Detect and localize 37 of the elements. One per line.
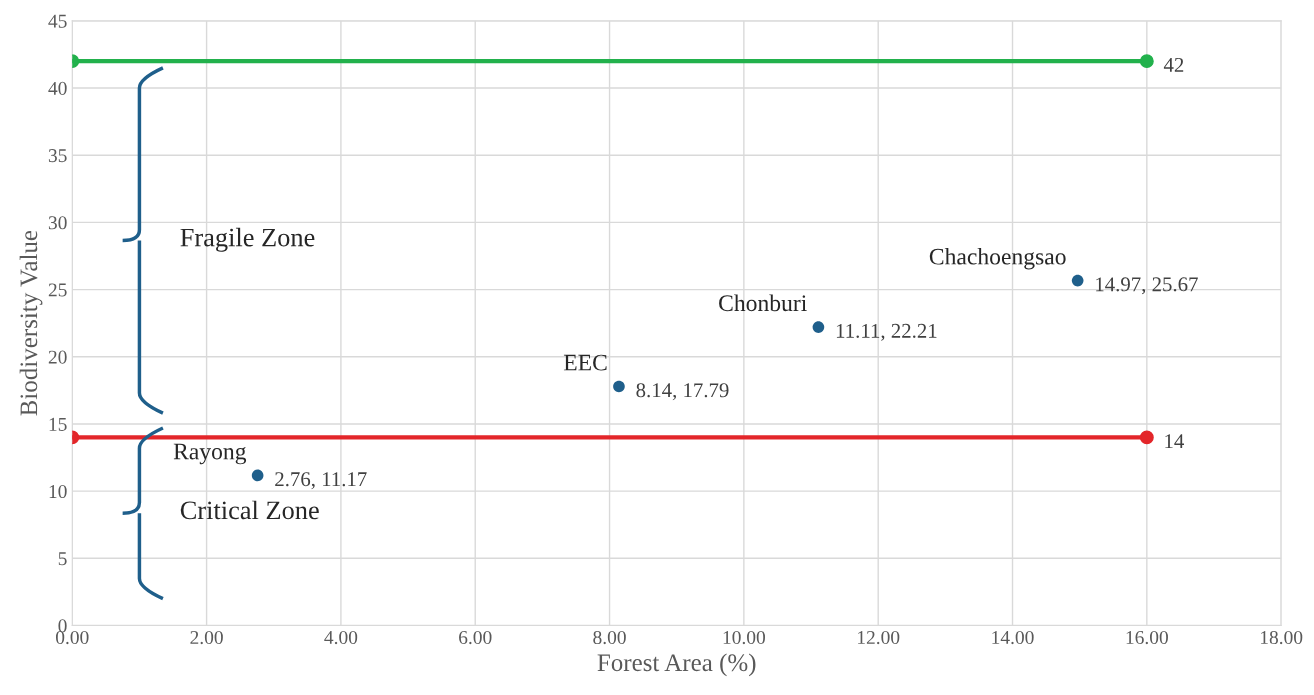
point bbox=[1071, 274, 1084, 287]
data-label: 2.76, 11.17 bbox=[275, 472, 367, 490]
y-tick-label: 35 bbox=[48, 149, 67, 163]
y-tick-label: 10 bbox=[49, 484, 67, 499]
data-label: 14.97, 25.67 bbox=[1096, 277, 1198, 295]
data-label: 42 bbox=[1163, 57, 1184, 72]
annotation: Critical Zone bbox=[180, 500, 319, 520]
y-tick-label: 25 bbox=[48, 283, 67, 297]
y-tick-label: 45 bbox=[48, 14, 67, 28]
annotation: EEC bbox=[563, 354, 607, 371]
x-axis-title: Forest Area (%) bbox=[597, 653, 756, 677]
y-tick-label: 0 bbox=[58, 619, 67, 633]
y-tick-label: 30 bbox=[48, 216, 67, 230]
x-tick-label: 2.00 bbox=[190, 630, 223, 645]
data-label: 14 bbox=[1165, 434, 1184, 448]
point bbox=[613, 380, 625, 393]
x-tick-label: 6.00 bbox=[459, 630, 492, 645]
data-label: 8.14, 17.79 bbox=[636, 383, 729, 401]
annotation: Chonburi bbox=[719, 294, 807, 312]
x-tick-label: 4.00 bbox=[324, 630, 358, 645]
y-tick-label: 5 bbox=[58, 552, 67, 566]
y-tick-label: 40 bbox=[48, 81, 67, 95]
annotation: Fragile Zone bbox=[180, 227, 315, 252]
y-axis-title: Biodiversity Value bbox=[19, 230, 43, 416]
x-tick-label: 14.00 bbox=[992, 630, 1034, 645]
data-label: 11.11, 22.21 bbox=[836, 323, 937, 341]
point bbox=[812, 321, 825, 333]
annotation: Rayong bbox=[173, 443, 247, 465]
y-tick-label: 20 bbox=[48, 350, 67, 364]
y-tick-label: 15 bbox=[49, 417, 67, 431]
x-tick-label: 16.00 bbox=[1126, 630, 1168, 645]
x-tick-label: 8.00 bbox=[593, 630, 626, 645]
x-tick-label: 12.00 bbox=[858, 630, 900, 645]
annotation: Chachoengsao bbox=[929, 247, 1066, 270]
x-tick-label: 18.00 bbox=[1260, 630, 1303, 645]
x-tick-label: 0.00 bbox=[56, 630, 89, 645]
x-tick-label: 10.00 bbox=[723, 630, 765, 645]
